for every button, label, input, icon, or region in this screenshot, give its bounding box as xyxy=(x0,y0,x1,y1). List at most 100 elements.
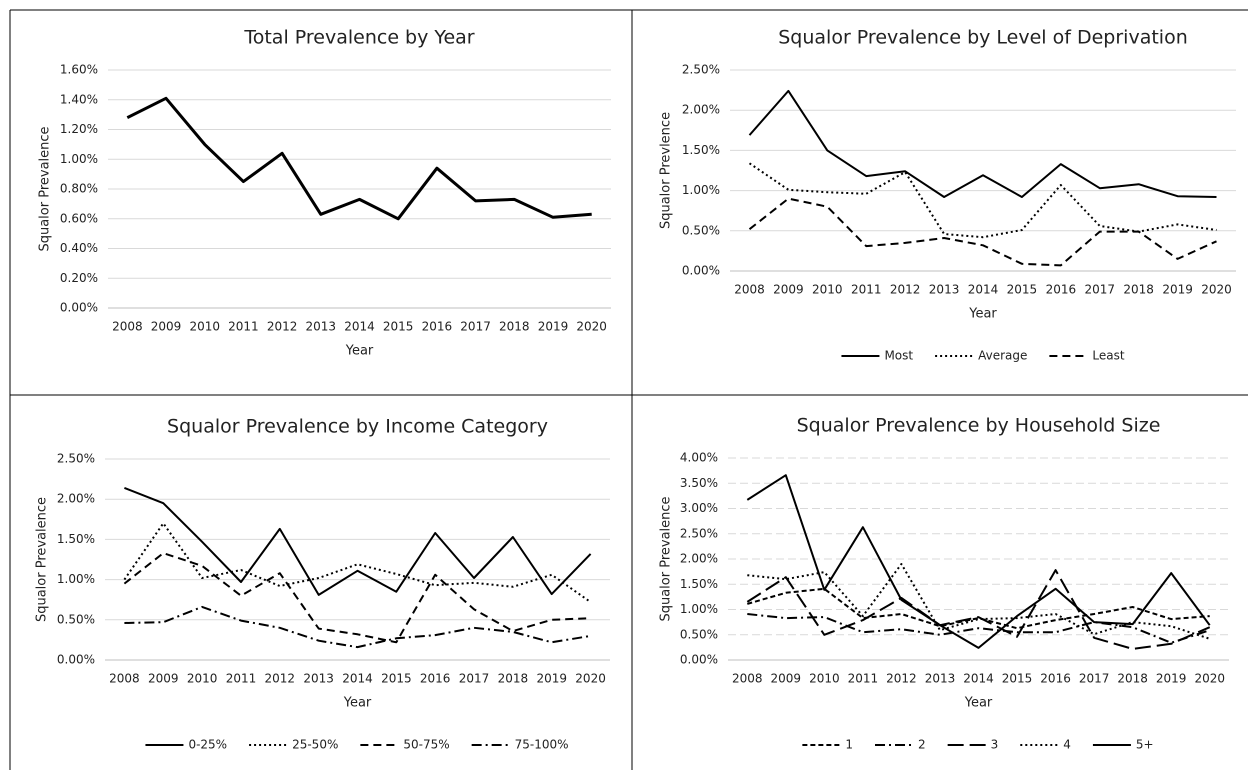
line-series xyxy=(746,474,1211,649)
x-tick-label: 2020 xyxy=(1194,672,1225,686)
y-tick-label: 2.50% xyxy=(57,452,95,466)
y-tick-label: 0.40% xyxy=(60,241,98,255)
x-tick-label: 2017 xyxy=(1084,283,1115,297)
x-tick-label: 2019 xyxy=(536,672,567,686)
x-tick-label: 2017 xyxy=(1079,672,1110,686)
x-tick-label: 2011 xyxy=(848,672,879,686)
line-series xyxy=(124,486,592,596)
chart-title: Total Prevalence by Year xyxy=(243,27,474,49)
y-tick-label: 0.60% xyxy=(60,211,98,225)
y-tick-label: 4.00% xyxy=(680,451,718,465)
line-series xyxy=(123,522,592,603)
legend-label: 75-100% xyxy=(515,738,569,752)
x-tick-label: 2011 xyxy=(851,283,882,297)
x-tick-label: 2015 xyxy=(381,672,412,686)
y-tick-label: 1.50% xyxy=(680,577,718,591)
x-tick-label: 2012 xyxy=(267,320,298,334)
y-tick-label: 1.00% xyxy=(682,183,720,197)
y-tick-label: 0.00% xyxy=(680,653,718,667)
y-tick-label: 1.60% xyxy=(60,63,98,77)
x-tick-label: 2019 xyxy=(1162,283,1193,297)
legend-label: 2 xyxy=(918,738,926,752)
x-tick-label: 2013 xyxy=(303,672,334,686)
x-tick-label: 2009 xyxy=(151,320,182,334)
line-series xyxy=(123,552,591,644)
x-tick-label: 2018 xyxy=(1117,672,1148,686)
x-tick-label: 2018 xyxy=(498,672,529,686)
line-series xyxy=(747,587,1210,630)
y-tick-label: 1.50% xyxy=(682,143,720,157)
y-tick-label: 1.20% xyxy=(60,122,98,136)
y-tick-label: 0.00% xyxy=(60,301,98,315)
x-tick-label: 2016 xyxy=(422,320,453,334)
y-tick-label: 3.00% xyxy=(680,501,718,515)
x-tick-label: 2019 xyxy=(1156,672,1187,686)
x-tick-label: 2015 xyxy=(1007,283,1038,297)
y-tick-label: 0.50% xyxy=(680,627,718,641)
y-tick-label: 0.50% xyxy=(57,612,95,626)
x-tick-label: 2018 xyxy=(499,320,530,334)
x-axis-label: Year xyxy=(343,696,372,711)
x-tick-label: 2011 xyxy=(226,672,257,686)
x-tick-label: 2019 xyxy=(538,320,569,334)
line-series xyxy=(748,197,1217,267)
y-tick-label: 1.00% xyxy=(60,152,98,166)
x-tick-label: 2013 xyxy=(925,672,956,686)
legend-label: Least xyxy=(1092,349,1124,363)
x-tick-label: 2008 xyxy=(112,320,143,334)
line-series xyxy=(126,96,592,221)
legend-label: 4 xyxy=(1063,738,1071,752)
x-tick-label: 2010 xyxy=(187,672,218,686)
x-tick-label: 2009 xyxy=(773,283,804,297)
x-tick-label: 2009 xyxy=(148,672,179,686)
x-tick-label: 2013 xyxy=(929,283,960,297)
x-tick-label: 2020 xyxy=(576,320,607,334)
legend-label: 1 xyxy=(845,738,853,752)
y-axis-label: Squalor Prevalence xyxy=(35,497,50,622)
y-tick-label: 2.50% xyxy=(680,526,718,540)
x-tick-label: 2012 xyxy=(265,672,296,686)
legend-label: 25-50% xyxy=(292,738,338,752)
x-tick-label: 2013 xyxy=(306,320,337,334)
x-axis-label: Year xyxy=(345,344,374,359)
y-tick-label: 1.50% xyxy=(57,532,95,546)
x-tick-label: 2020 xyxy=(575,672,606,686)
y-tick-label: 1.00% xyxy=(680,602,718,616)
x-tick-label: 2010 xyxy=(189,320,220,334)
legend-label: 3 xyxy=(991,738,999,752)
x-tick-label: 2014 xyxy=(963,672,994,686)
x-tick-label: 2018 xyxy=(1123,283,1154,297)
x-axis-label: Year xyxy=(968,307,997,322)
x-tick-label: 2015 xyxy=(383,320,414,334)
line-series xyxy=(124,605,591,649)
line-series xyxy=(748,89,1217,198)
y-tick-label: 2.00% xyxy=(57,492,95,506)
x-tick-label: 2008 xyxy=(734,283,765,297)
y-axis-label: Squalor Prevlence xyxy=(659,112,674,229)
x-tick-label: 2008 xyxy=(109,672,140,686)
x-tick-label: 2015 xyxy=(1002,672,1033,686)
x-tick-label: 2020 xyxy=(1201,283,1232,297)
x-axis-label: Year xyxy=(964,696,993,711)
x-tick-label: 2009 xyxy=(771,672,802,686)
y-tick-label: 1.00% xyxy=(57,572,95,586)
x-tick-label: 2012 xyxy=(886,672,917,686)
x-tick-label: 2014 xyxy=(344,320,375,334)
y-tick-label: 2.00% xyxy=(682,103,720,117)
chart-title: Squalor Prevalence by Level of Deprivati… xyxy=(778,27,1187,49)
x-tick-label: 2014 xyxy=(342,672,373,686)
x-tick-label: 2011 xyxy=(228,320,259,334)
x-tick-label: 2017 xyxy=(460,320,491,334)
x-tick-label: 2016 xyxy=(1040,672,1071,686)
y-tick-label: 0.00% xyxy=(682,264,720,278)
y-tick-label: 1.40% xyxy=(60,92,98,106)
line-series xyxy=(746,569,1211,650)
legend-label: 50-75% xyxy=(403,738,449,752)
x-tick-label: 2008 xyxy=(732,672,763,686)
y-tick-label: 2.00% xyxy=(680,552,718,566)
x-tick-label: 2014 xyxy=(968,283,999,297)
chart-title: Squalor Prevalence by Household Size xyxy=(797,415,1161,437)
legend-label: 0-25% xyxy=(188,738,227,752)
